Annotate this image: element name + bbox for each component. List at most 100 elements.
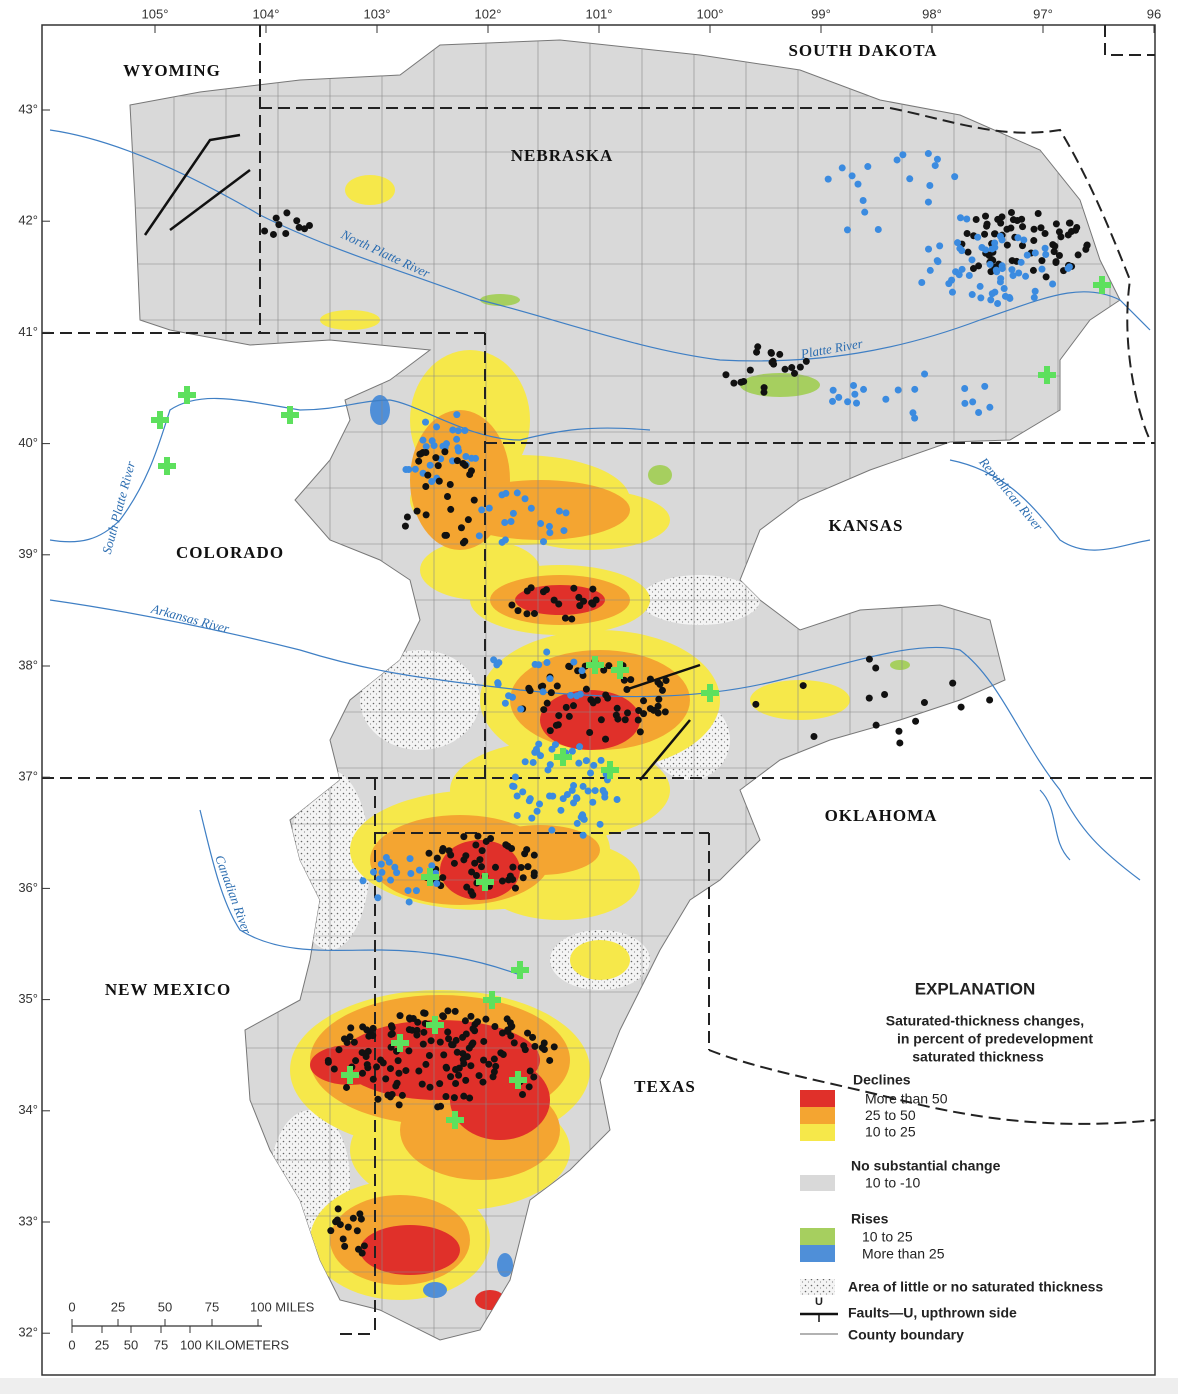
well-dot [982, 212, 990, 220]
well-dot [599, 786, 607, 794]
scale-label: 100 KILOMETERS [180, 1337, 289, 1352]
well-dot [375, 875, 383, 883]
well-dot [363, 1061, 371, 1069]
well-dot [377, 1056, 385, 1064]
latitude-label: 43° [18, 101, 38, 116]
green-cross [421, 868, 439, 886]
state-boundary [708, 1049, 1156, 1125]
green-cross [151, 411, 169, 429]
well-dot [514, 607, 522, 615]
well-dot [752, 700, 760, 708]
well-dot [1007, 208, 1015, 216]
well-dot [419, 436, 427, 444]
well-dot [432, 454, 440, 462]
well-dot [427, 1037, 435, 1045]
well-dot [546, 529, 554, 537]
well-dot [485, 1060, 493, 1068]
legend-item: More than 25 [862, 1246, 945, 1262]
well-dot [360, 1242, 368, 1250]
well-dot [1052, 220, 1060, 228]
well-dot [896, 739, 904, 747]
well-dot [333, 1216, 341, 1224]
well-dot [517, 705, 525, 713]
well-dot [457, 524, 465, 532]
well-dot [391, 863, 399, 871]
well-dot [490, 656, 498, 664]
well-dot [981, 382, 989, 390]
well-dot [414, 1018, 422, 1026]
well-dot [387, 1030, 395, 1038]
well-dot [426, 1083, 434, 1091]
well-dot [924, 198, 932, 206]
well-dot [520, 1042, 528, 1050]
well-dot [428, 862, 436, 870]
well-dot [1003, 241, 1011, 249]
well-dot [568, 786, 576, 794]
well-dot [387, 1022, 395, 1030]
well-dot [394, 1057, 402, 1065]
well-dot [602, 735, 610, 743]
well-dot [835, 393, 843, 401]
well-dot [561, 614, 569, 622]
legend-subtitle: Saturated-thickness changes, [886, 1013, 1084, 1029]
well-dot [369, 1075, 377, 1083]
well-dot [838, 164, 846, 172]
change-area [740, 373, 820, 397]
well-dot [661, 708, 669, 716]
well-dot [501, 536, 509, 544]
legend-item: 10 to 25 [862, 1229, 913, 1245]
well-dot [965, 271, 973, 279]
well-dot [339, 1235, 347, 1243]
well-dot [864, 163, 872, 171]
well-dot [1064, 231, 1072, 239]
well-dot [955, 271, 963, 279]
well-dot [347, 1024, 355, 1032]
well-dot [453, 457, 461, 465]
green-cross [158, 457, 176, 475]
well-dot [550, 1043, 558, 1051]
well-dot [545, 522, 553, 530]
well-dot [357, 1215, 365, 1223]
legend-swatch [800, 1124, 835, 1141]
well-dot [605, 662, 613, 670]
well-dot [934, 258, 942, 266]
well-dot [462, 1076, 470, 1084]
well-dot [540, 706, 548, 714]
well-dot [601, 793, 609, 801]
latitude-label: 37° [18, 769, 38, 784]
well-dot [624, 709, 632, 717]
well-dot [509, 863, 517, 871]
well-dot [433, 854, 441, 862]
well-dot [859, 196, 867, 204]
well-dot [546, 761, 554, 769]
well-dot [476, 856, 484, 864]
well-dot [737, 378, 745, 386]
well-dot [853, 399, 861, 407]
well-dot [810, 733, 818, 741]
well-dot [550, 596, 558, 604]
well-dot [957, 703, 965, 711]
well-dot [527, 504, 535, 512]
well-dot [1041, 244, 1049, 252]
well-dot [459, 1056, 467, 1064]
well-dot [1008, 266, 1016, 274]
change-area [440, 840, 520, 900]
change-area [450, 480, 630, 540]
well-dot [422, 511, 430, 519]
legend-swatch [800, 1107, 835, 1124]
well-dot [480, 1056, 488, 1064]
well-dot [442, 440, 450, 448]
well-dot [519, 788, 527, 796]
well-dot [530, 610, 538, 618]
well-dot [540, 1039, 548, 1047]
well-dot [475, 532, 483, 540]
well-dot [382, 1075, 390, 1083]
well-dot [546, 1056, 554, 1064]
well-dot [949, 679, 957, 687]
well-dot [968, 291, 976, 299]
well-dot [926, 182, 934, 190]
well-dot [1042, 273, 1050, 281]
well-dot [499, 1050, 507, 1058]
well-dot [350, 1038, 358, 1046]
well-dot [881, 691, 889, 699]
